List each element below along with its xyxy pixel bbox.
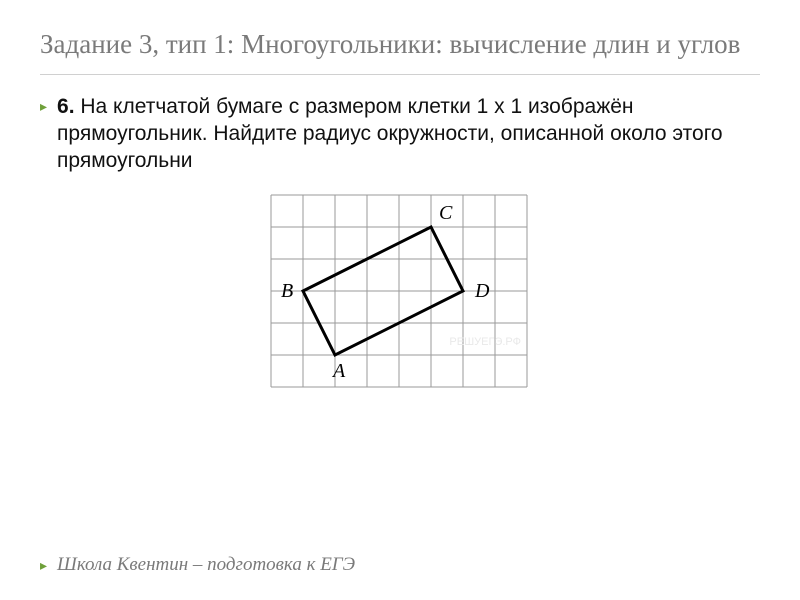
problem-body: На клетчатой бумаге с размером клетки 1 … — [57, 95, 723, 173]
svg-text:РЕШУЕГЭ.РФ: РЕШУЕГЭ.РФ — [449, 336, 521, 348]
svg-text:B: B — [281, 280, 293, 302]
problem-number: 6. — [57, 95, 75, 118]
footer-text: Школа Квентин – подготовка к ЕГЭ — [57, 554, 355, 576]
bullet-icon: ▸ — [40, 558, 47, 575]
problem-row: ▸ 6. На клетчатой бумаге с размером клет… — [40, 93, 760, 175]
bullet-icon: ▸ — [40, 99, 47, 116]
slide-title: Задание 3, тип 1: Многоугольники: вычисл… — [40, 28, 760, 75]
problem-text: 6. На клетчатой бумаге с размером клетки… — [57, 93, 760, 175]
svg-text:C: C — [439, 202, 453, 224]
figure-container: РЕШУЕГЭ.РФ A B C D — [40, 181, 760, 403]
grid-figure: РЕШУЕГЭ.РФ A B C D — [257, 181, 543, 403]
svg-text:A: A — [331, 360, 346, 382]
svg-text:D: D — [474, 280, 490, 302]
slide: Задание 3, тип 1: Многоугольники: вычисл… — [0, 0, 800, 423]
footer: ▸ Школа Квентин – подготовка к ЕГЭ — [40, 554, 355, 576]
